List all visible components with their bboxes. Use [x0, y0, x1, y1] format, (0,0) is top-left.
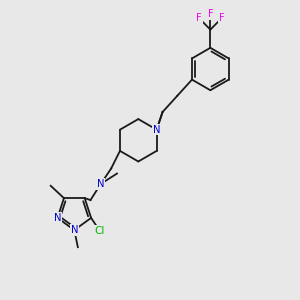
Text: F: F — [219, 14, 224, 23]
Text: N: N — [54, 213, 61, 223]
Text: N: N — [70, 225, 78, 235]
Text: N: N — [97, 179, 105, 189]
Text: F: F — [196, 14, 202, 23]
Text: N: N — [153, 125, 160, 135]
Text: F: F — [208, 9, 213, 19]
Text: Cl: Cl — [95, 226, 105, 236]
